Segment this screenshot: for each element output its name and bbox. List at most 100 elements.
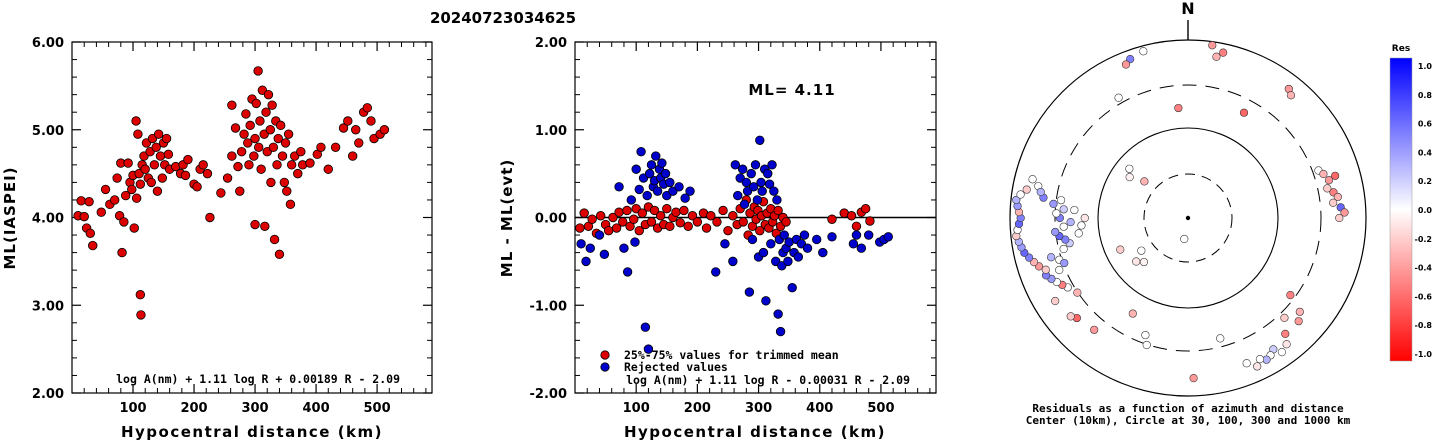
data-point [227, 151, 237, 161]
data-point [198, 160, 208, 170]
data-point [269, 234, 280, 245]
data-point [629, 214, 639, 224]
data-point [254, 142, 264, 153]
station-point [1142, 340, 1151, 350]
station-point [1242, 359, 1251, 368]
data-point [827, 232, 837, 242]
epicenter-marker [1185, 215, 1191, 221]
data-point [123, 158, 133, 168]
legend-marker-trimmed [600, 350, 610, 360]
data-point [728, 211, 738, 221]
colorbar-tick-label: 1.0 [1418, 62, 1433, 71]
data-point [296, 146, 306, 157]
caption-line-2: Center (10km), Circle at 30, 100, 300 an… [1026, 414, 1351, 427]
data-point [883, 232, 893, 242]
data-point [860, 204, 871, 214]
station-point [1051, 296, 1060, 306]
formula-annotation: log A(nm) + 1.11 log R - 0.00031 R - 2.0… [626, 373, 910, 387]
data-point [277, 151, 288, 161]
x-tick-label: 200 [684, 401, 711, 416]
x-tick-label: 500 [867, 401, 894, 416]
data-point [634, 225, 644, 236]
data-point [679, 205, 689, 216]
station-point [1070, 205, 1079, 215]
data-point [773, 205, 783, 216]
station-point [1319, 169, 1328, 179]
station-point [1277, 348, 1287, 357]
station-point [1281, 329, 1290, 339]
x-tick-label: 200 [180, 401, 207, 416]
colorbar-ticks: 1.0 0.8 0.6 0.4 0.2 0.0 -0.2 -0.4 -0.6 -0.8 -1.0 [1415, 62, 1433, 359]
station-point [1047, 253, 1056, 262]
data-point [366, 116, 376, 126]
colorbar-tick-label: -1.0 [1415, 350, 1433, 359]
station-point [1253, 362, 1262, 371]
data-point [827, 214, 837, 224]
data-point [283, 129, 294, 139]
data-point [642, 190, 652, 201]
data-point [316, 142, 326, 153]
data-point [260, 221, 270, 231]
data-point [775, 326, 786, 337]
station-point [1052, 209, 1061, 218]
y-tick-label: -2.00 [530, 387, 567, 402]
legend-label-trimmed: 25%-75% values for trimmed mean [624, 348, 839, 362]
data-point [851, 221, 862, 231]
data-point [848, 239, 859, 249]
data-point [131, 116, 141, 126]
data-point [88, 240, 98, 251]
x-tick-label: 100 [623, 401, 650, 416]
station-point [1255, 355, 1265, 364]
station-point [1060, 258, 1069, 268]
station-point [1012, 195, 1021, 205]
station-point [1212, 52, 1221, 61]
data-point [603, 225, 614, 236]
colorbar-tick-label: -0.6 [1415, 292, 1433, 301]
data-point [680, 193, 690, 203]
x-tick-label: 400 [806, 401, 833, 416]
y-tick-label: 5.00 [32, 124, 64, 139]
data-point [343, 116, 353, 126]
data-point [157, 173, 168, 183]
x-tick-label: 500 [364, 401, 391, 416]
data-point [261, 107, 271, 117]
station-point [1066, 217, 1075, 227]
data-point [76, 196, 86, 206]
station-point [1125, 164, 1134, 173]
station-point [1282, 340, 1291, 349]
station-point [1280, 313, 1289, 322]
legend-label-rejected: Rejected values [624, 360, 728, 374]
data-point [338, 123, 349, 133]
data-point [764, 179, 775, 189]
data-point [846, 211, 857, 221]
station-point [1180, 234, 1189, 244]
data-point [272, 160, 282, 170]
data-point [241, 109, 251, 119]
x-axis: 100 200 300 400 500 [83, 42, 427, 416]
data-point [135, 290, 146, 300]
data-point [265, 125, 276, 135]
data-point [153, 129, 164, 139]
data-point [236, 146, 247, 157]
colorbar-tick-label: 0.2 [1418, 177, 1432, 186]
data-point [756, 177, 766, 188]
station-residual-points [1012, 41, 1349, 383]
data-point [594, 230, 605, 240]
colorbar-tick-label: 0.8 [1418, 91, 1433, 100]
data-point [136, 310, 146, 320]
data-point [863, 230, 874, 240]
station-point [1061, 235, 1070, 244]
data-point [634, 184, 644, 195]
station-point [1139, 47, 1148, 56]
data-point [183, 154, 193, 165]
data-point [662, 204, 672, 214]
station-point [1077, 221, 1086, 230]
data-point [120, 190, 131, 201]
data-point [769, 186, 779, 196]
data-point [285, 199, 296, 210]
data-point [161, 133, 172, 144]
data-point [637, 208, 648, 218]
data-point [255, 116, 265, 126]
station-point [1219, 48, 1228, 57]
data-point [293, 168, 303, 179]
